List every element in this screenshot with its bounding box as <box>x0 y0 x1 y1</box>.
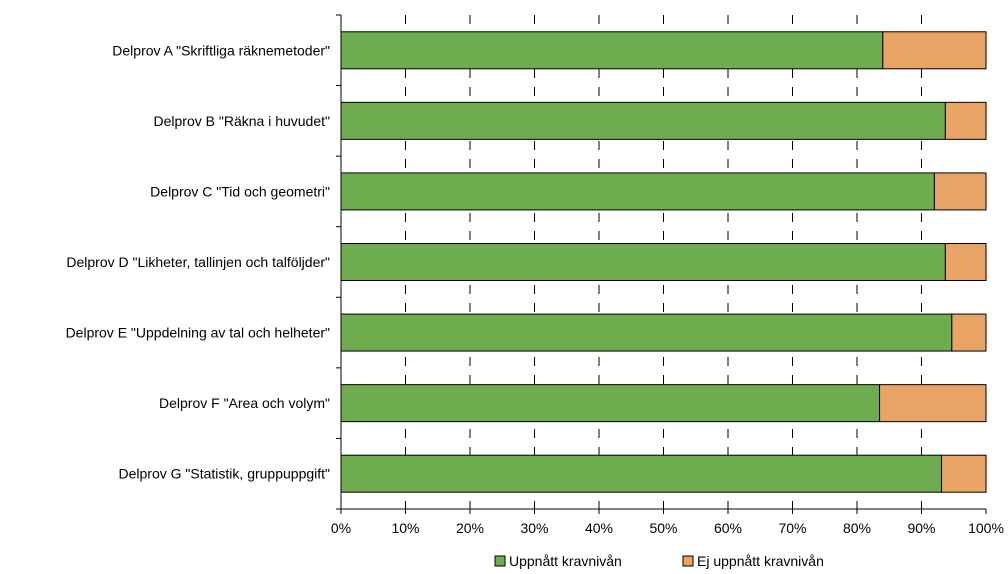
x-tick-label: 60% <box>714 520 742 536</box>
category-label: Delprov A "Skriftliga räknemetoder" <box>112 42 330 58</box>
bar-not-achieved <box>951 313 987 352</box>
bar-achieved <box>340 384 881 423</box>
bar-not-achieved <box>940 454 987 493</box>
category-label: Delprov F "Area och volym" <box>159 395 330 411</box>
legend-swatch <box>682 555 694 567</box>
category-label: Delprov B "Räkna i huvudet" <box>154 113 331 129</box>
bar-not-achieved <box>944 243 987 281</box>
category-label: Delprov C "Tid och geometri" <box>150 183 330 199</box>
x-tick-label: 80% <box>843 520 871 536</box>
legend: Uppnått kravnivån Ej uppnått kravnivån <box>494 553 824 569</box>
category-label: Delprov D "Likheter, tallinjen och talfö… <box>66 254 330 270</box>
x-tick-label: 40% <box>585 520 613 536</box>
bar-not-achieved <box>933 172 987 211</box>
category-labels: Delprov A "Skriftliga räknemetoder" Delpr… <box>66 42 330 481</box>
bar-achieved <box>340 101 946 140</box>
legend-swatch <box>494 555 506 567</box>
x-tick-labels: 0% 10% 20% 30% 40% 50% 60% 70% 80% 90% 100% <box>331 520 1004 536</box>
bar-achieved <box>340 454 942 493</box>
bar-not-achieved <box>944 101 987 140</box>
x-tick-label: 10% <box>391 520 419 536</box>
category-label: Delprov E "Uppdelning av tal och helhete… <box>66 325 330 341</box>
x-tick-label: 30% <box>520 520 548 536</box>
x-tick-label: 50% <box>649 520 677 536</box>
x-tick-label: 70% <box>778 520 806 536</box>
category-label: Delprov G "Statistik, gruppuppgift" <box>119 466 331 482</box>
bar-not-achieved <box>879 384 987 423</box>
bar-achieved <box>340 172 935 211</box>
bars <box>340 31 987 493</box>
bar-achieved <box>340 313 953 352</box>
legend-label: Ej uppnått kravnivån <box>697 553 824 569</box>
bar-not-achieved <box>882 31 987 70</box>
x-tick-label: 20% <box>456 520 484 536</box>
x-tick-label: 0% <box>331 520 351 536</box>
legend-label: Uppnått kravnivån <box>509 553 622 569</box>
axes <box>336 14 987 514</box>
bar-achieved <box>340 31 884 70</box>
x-tick-label: 100% <box>968 520 1004 536</box>
bar-achieved <box>340 243 946 281</box>
x-tick-label: 90% <box>907 520 935 536</box>
